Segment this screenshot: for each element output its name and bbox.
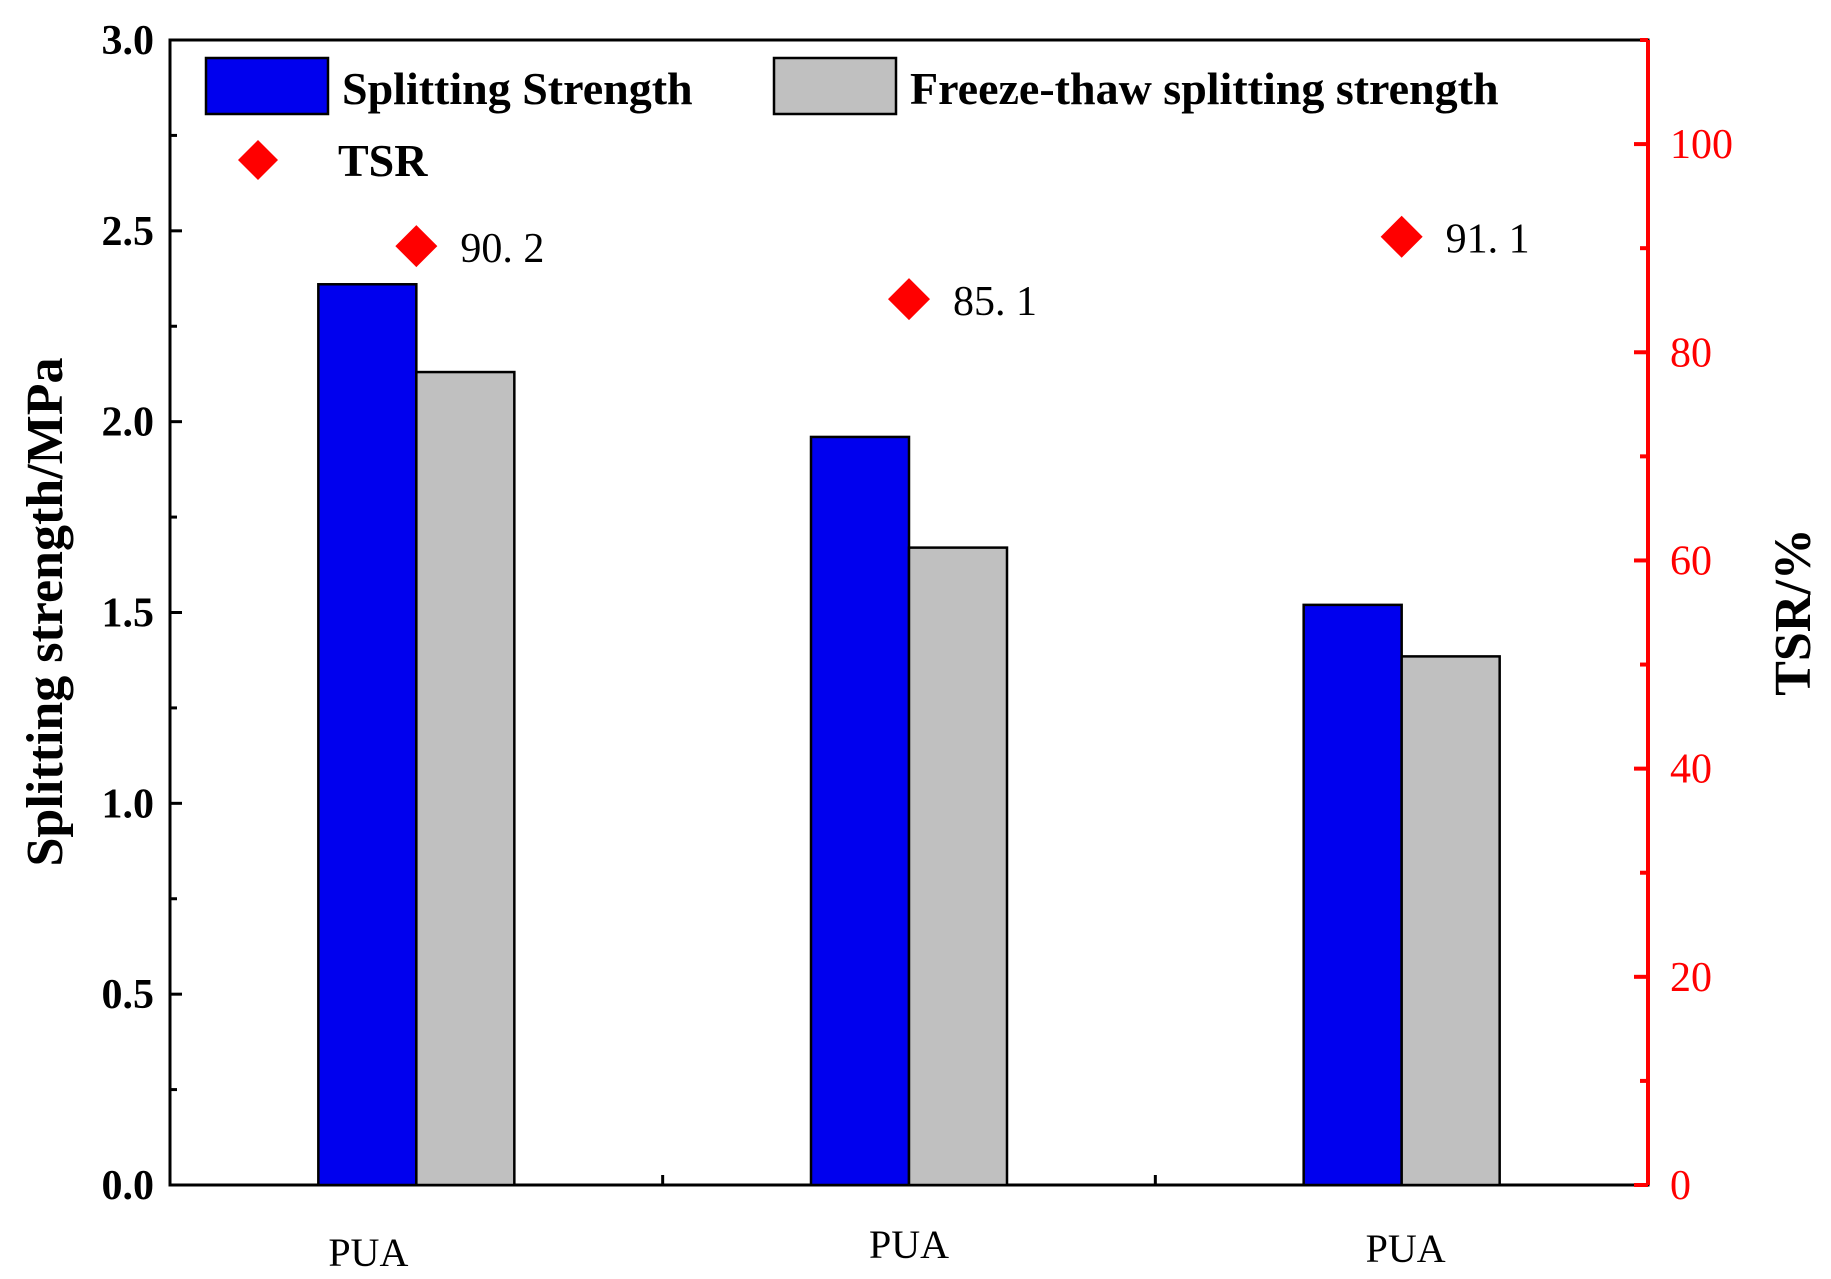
legend-label-freeze-thaw: Freeze-thaw splitting strength [910,63,1499,114]
y-tick-label: 2.0 [102,400,155,446]
bar-splitting-strength [317,283,418,1187]
y-tick-label: 1.0 [102,781,155,827]
bars-layer [317,283,1501,1187]
bar-freeze-thaw [1400,655,1501,1187]
y2-tick-label: 0 [1670,1163,1691,1209]
y-tick-label: 0.5 [102,972,155,1018]
category-label: PUA [328,1230,408,1275]
y-tick-label: 3.0 [102,18,155,64]
legend-marker-tsr [238,140,278,180]
tsr-marker [888,278,930,321]
tsr-data-label: 85. 1 [953,279,1037,325]
left-axis: 0.0 0.5 1.0 1.5 2.0 2.5 3.0 [102,18,182,1209]
y-tick-label: 2.5 [102,209,155,255]
category-labels: PUA PUA PUA [328,1175,1446,1275]
tsr-markers-layer: 90. 2 85. 1 91. 1 [395,215,1530,325]
bar-splitting-strength [809,435,911,1187]
y2-tick-label: 60 [1670,538,1712,584]
y-tick-label: 1.5 [102,591,155,637]
tsr-data-label: 91. 1 [1446,217,1530,263]
y2-tick-label: 20 [1670,955,1712,1001]
category-label: PUA [1366,1226,1446,1271]
y-axis-title: Splitting strength/MPa [17,358,74,867]
legend-label-tsr: TSR [338,135,428,186]
legend: Splitting Strength Freeze-thaw splitting… [204,56,1499,186]
y2-tick-label: 80 [1670,330,1712,376]
legend-label-splitting-strength: Splitting Strength [342,63,693,114]
legend-swatch-freeze-thaw [772,56,898,116]
bar-freeze-thaw [907,546,1009,1187]
bar-splitting-strength [1302,603,1403,1187]
tsr-marker [395,225,438,268]
y2-axis-title: TSR/% [1765,528,1822,696]
bar-freeze-thaw [415,370,516,1187]
y-tick-label: 0.0 [102,1163,155,1209]
y2-tick-label: 40 [1670,747,1712,793]
tsr-marker [1380,215,1423,258]
y2-tick-label: 100 [1670,122,1733,168]
tsr-data-label: 90. 2 [460,226,544,272]
category-label: PUA [869,1222,949,1267]
legend-swatch-splitting-strength [204,56,330,116]
